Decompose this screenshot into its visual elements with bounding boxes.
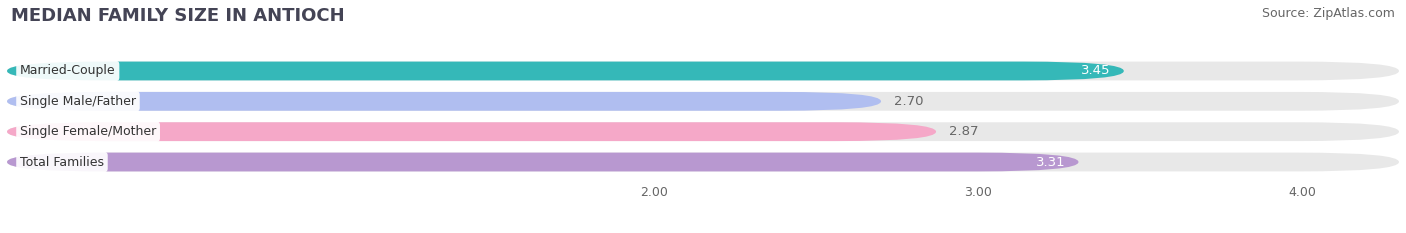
- Text: 2.70: 2.70: [894, 95, 924, 108]
- FancyBboxPatch shape: [7, 122, 1399, 141]
- FancyBboxPatch shape: [7, 153, 1399, 171]
- FancyBboxPatch shape: [7, 62, 1123, 80]
- FancyBboxPatch shape: [7, 92, 1399, 111]
- FancyBboxPatch shape: [7, 62, 1399, 80]
- Text: MEDIAN FAMILY SIZE IN ANTIOCH: MEDIAN FAMILY SIZE IN ANTIOCH: [11, 7, 344, 25]
- Text: 3.45: 3.45: [1081, 65, 1111, 78]
- FancyBboxPatch shape: [7, 153, 1078, 171]
- FancyBboxPatch shape: [7, 92, 882, 111]
- Text: Source: ZipAtlas.com: Source: ZipAtlas.com: [1261, 7, 1395, 20]
- Text: Single Male/Father: Single Male/Father: [20, 95, 136, 108]
- Text: 2.87: 2.87: [949, 125, 979, 138]
- Text: 3.31: 3.31: [1036, 155, 1066, 168]
- Text: Married-Couple: Married-Couple: [20, 65, 115, 78]
- FancyBboxPatch shape: [7, 122, 936, 141]
- Text: Single Female/Mother: Single Female/Mother: [20, 125, 156, 138]
- Text: Total Families: Total Families: [20, 155, 104, 168]
